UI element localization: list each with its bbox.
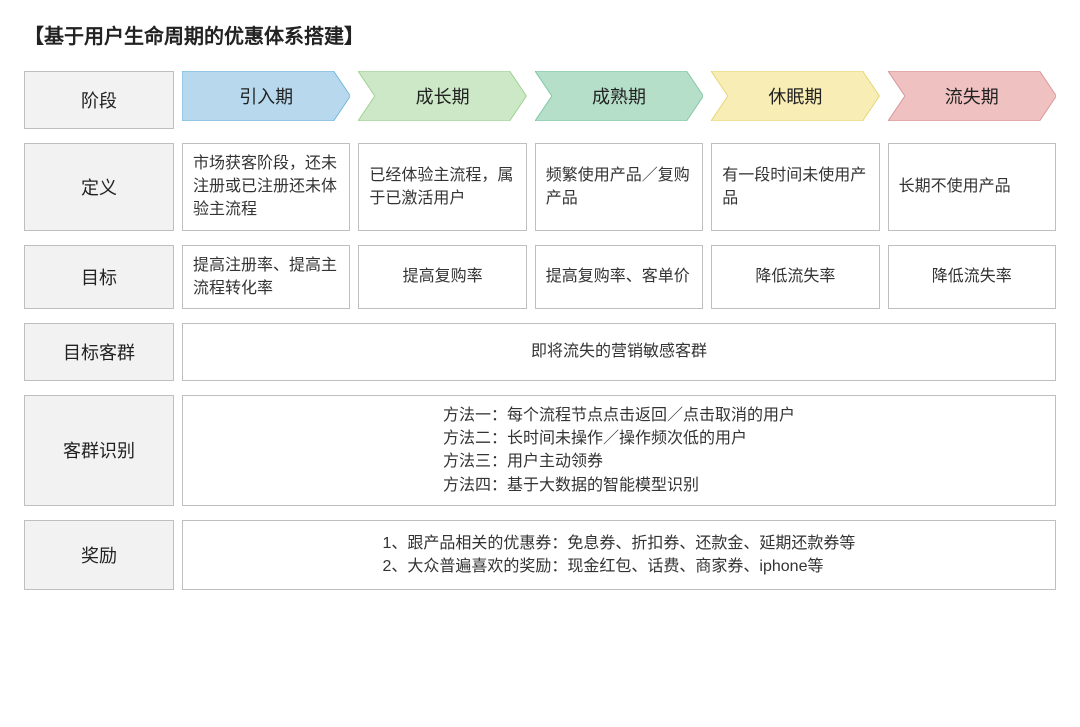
stage-label: 成熟期 (592, 83, 646, 109)
stage-intro: 引入期 (182, 71, 350, 121)
identify-method: 方法四：基于大数据的智能模型识别 (443, 474, 795, 497)
stage-label: 休眠期 (768, 83, 822, 109)
identify-method: 方法一：每个流程节点点击返回／点击取消的用户 (443, 404, 795, 427)
reward-cell: 1、跟产品相关的优惠券：免息券、折扣券、还款金、延期还款券等 2、大众普遍喜欢的… (182, 520, 1056, 590)
page-title: 【基于用户生命周期的优惠体系搭建】 (24, 20, 1056, 49)
stage-dormant: 休眠期 (711, 71, 879, 121)
identify-cell: 方法一：每个流程节点点击返回／点击取消的用户 方法二：长时间未操作／操作频次低的… (182, 395, 1056, 506)
goal-cell: 降低流失率 (888, 245, 1056, 309)
definition-cell: 长期不使用产品 (888, 143, 1056, 231)
goal-cell: 提高注册率、提高主流程转化率 (182, 245, 350, 309)
stage-growth: 成长期 (358, 71, 526, 121)
reward-block: 1、跟产品相关的优惠券：免息券、折扣券、还款金、延期还款券等 2、大众普遍喜欢的… (383, 532, 856, 578)
reward-line: 2、大众普遍喜欢的奖励：现金红包、话费、商家券、iphone等 (383, 555, 856, 578)
identify-method: 方法二：长时间未操作／操作频次低的用户 (443, 427, 795, 450)
row-label-goal: 目标 (24, 245, 174, 309)
definition-cell: 频繁使用产品／复购产品 (535, 143, 703, 231)
row-label-targetgroup: 目标客群 (24, 323, 174, 381)
stage-mature: 成熟期 (535, 71, 703, 121)
lifecycle-grid: 阶段 引入期 成长期 成熟期 休眠期 流失期 定义 市场获客阶段，还未注册或已注… (24, 71, 1056, 590)
goal-cell: 提高复购率 (358, 245, 526, 309)
goal-cell: 提高复购率、客单价 (535, 245, 703, 309)
identify-method: 方法三：用户主动领券 (443, 450, 795, 473)
stage-label: 引入期 (239, 83, 293, 109)
stage-label: 成长期 (416, 83, 470, 109)
definition-cell: 有一段时间未使用产品 (711, 143, 879, 231)
stage-label: 流失期 (945, 83, 999, 109)
row-label-definition: 定义 (24, 143, 174, 231)
stage-churn: 流失期 (888, 71, 1056, 121)
reward-line: 1、跟产品相关的优惠券：免息券、折扣券、还款金、延期还款券等 (383, 532, 856, 555)
target-group-cell: 即将流失的营销敏感客群 (182, 323, 1056, 381)
row-label-stage: 阶段 (24, 71, 174, 129)
identify-methods-block: 方法一：每个流程节点点击返回／点击取消的用户 方法二：长时间未操作／操作频次低的… (443, 404, 795, 497)
definition-cell: 已经体验主流程，属于已激活用户 (358, 143, 526, 231)
row-label-identify: 客群识别 (24, 395, 174, 506)
goal-cell: 降低流失率 (711, 245, 879, 309)
definition-cell: 市场获客阶段，还未注册或已注册还未体验主流程 (182, 143, 350, 231)
row-label-reward: 奖励 (24, 520, 174, 590)
